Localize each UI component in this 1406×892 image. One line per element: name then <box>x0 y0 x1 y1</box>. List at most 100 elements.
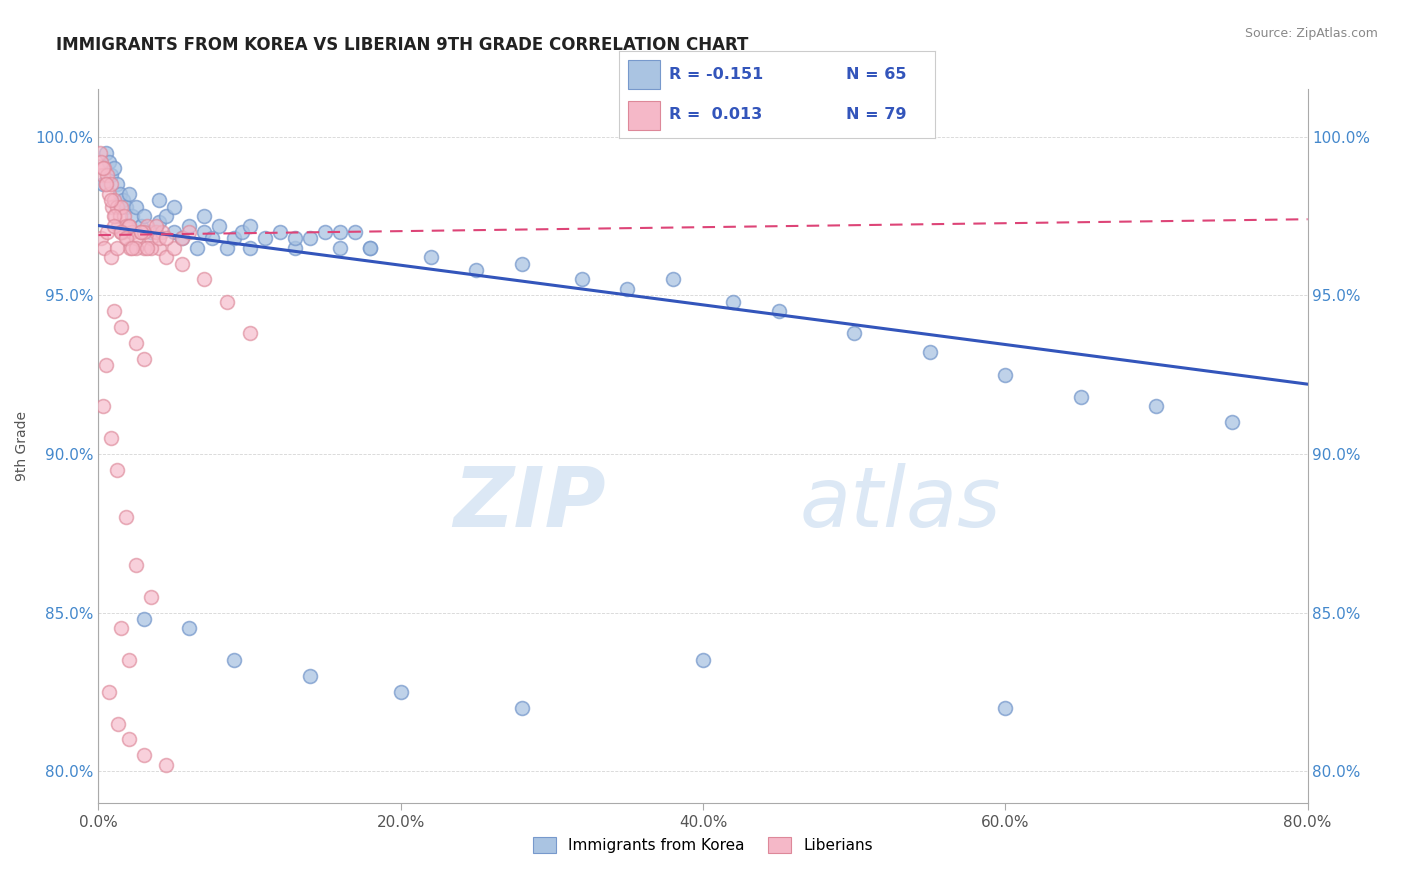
Point <box>110 225 132 239</box>
Text: N = 79: N = 79 <box>846 107 907 122</box>
Point <box>132 351 155 366</box>
Point <box>193 209 215 223</box>
Point <box>994 700 1017 714</box>
Point <box>135 241 157 255</box>
Point <box>768 304 790 318</box>
Point <box>93 241 115 255</box>
Text: N = 65: N = 65 <box>846 67 907 82</box>
Point <box>163 225 186 239</box>
Point <box>100 250 122 264</box>
Point <box>186 241 208 255</box>
Point <box>344 225 367 239</box>
Point <box>110 621 132 635</box>
Point <box>100 193 122 207</box>
Point <box>118 186 141 201</box>
Text: ZIP: ZIP <box>454 463 606 543</box>
Point <box>100 178 122 192</box>
Point <box>121 225 143 239</box>
Point <box>299 231 322 245</box>
Point <box>93 161 115 176</box>
Point <box>103 161 125 176</box>
Point <box>1146 400 1168 414</box>
Point <box>125 200 148 214</box>
Point <box>107 219 129 233</box>
Point <box>114 200 136 214</box>
Point <box>125 241 148 255</box>
Point <box>329 241 352 255</box>
Point <box>115 231 138 245</box>
Legend: Immigrants from Korea, Liberians: Immigrants from Korea, Liberians <box>527 831 879 859</box>
Point <box>91 400 114 414</box>
Point <box>208 219 231 233</box>
Point <box>141 590 163 604</box>
Point <box>94 178 117 192</box>
Point <box>299 669 322 683</box>
Point <box>89 145 111 160</box>
Point <box>231 225 253 239</box>
Point <box>121 209 143 223</box>
Point <box>148 193 170 207</box>
Text: Source: ZipAtlas.com: Source: ZipAtlas.com <box>1244 27 1378 40</box>
Point <box>360 241 382 255</box>
Point <box>692 653 714 667</box>
Text: R = -0.151: R = -0.151 <box>669 67 763 82</box>
Point <box>98 186 121 201</box>
Point <box>91 178 114 192</box>
Point <box>179 225 201 239</box>
Point <box>155 209 177 223</box>
Point <box>108 209 131 223</box>
Point <box>90 155 112 169</box>
Point <box>1070 390 1092 404</box>
Point <box>239 326 262 341</box>
Y-axis label: 9th Grade: 9th Grade <box>14 411 28 481</box>
Point <box>224 231 246 245</box>
Point <box>110 225 132 239</box>
Point <box>329 225 352 239</box>
Point <box>101 200 124 214</box>
Point <box>269 225 291 239</box>
Text: IMMIGRANTS FROM KOREA VS LIBERIAN 9TH GRADE CORRELATION CHART: IMMIGRANTS FROM KOREA VS LIBERIAN 9TH GR… <box>56 36 748 54</box>
Point <box>616 282 638 296</box>
Point <box>105 241 128 255</box>
Point <box>103 304 125 318</box>
Point <box>723 294 745 309</box>
Point <box>114 231 136 245</box>
Point <box>163 241 186 255</box>
Point <box>224 653 246 667</box>
Point <box>105 178 128 192</box>
Point <box>114 510 136 524</box>
Point <box>132 748 155 763</box>
Point <box>103 193 125 207</box>
Point <box>103 209 125 223</box>
Point <box>98 685 121 699</box>
Point <box>105 200 128 214</box>
Point <box>179 621 201 635</box>
Text: atlas: atlas <box>800 463 1001 543</box>
Point <box>111 225 134 239</box>
Point <box>94 178 117 192</box>
Text: R =  0.013: R = 0.013 <box>669 107 762 122</box>
Point <box>465 263 488 277</box>
Point <box>132 209 155 223</box>
Point <box>150 225 173 239</box>
Point <box>118 732 141 747</box>
Point <box>114 219 136 233</box>
Point <box>284 231 307 245</box>
Point <box>253 231 276 245</box>
Point <box>163 200 186 214</box>
Point <box>108 186 131 201</box>
Point <box>103 219 125 233</box>
Point <box>112 209 135 223</box>
Point <box>105 463 128 477</box>
Point <box>104 209 127 223</box>
Point <box>145 219 167 233</box>
Point <box>420 250 443 264</box>
Point <box>120 241 142 255</box>
Point <box>141 225 163 239</box>
Point <box>994 368 1017 382</box>
Point <box>148 231 170 245</box>
Point <box>239 219 262 233</box>
Point <box>201 231 224 245</box>
Point <box>314 225 336 239</box>
Point <box>125 231 148 245</box>
